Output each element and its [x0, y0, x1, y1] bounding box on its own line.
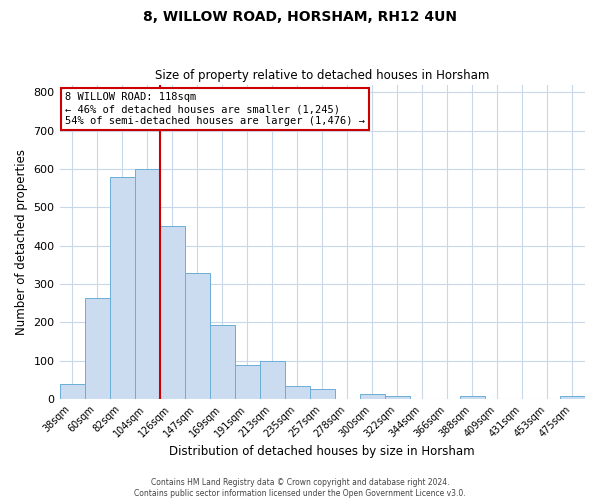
Bar — [85, 298, 110, 399]
Bar — [260, 360, 285, 399]
Bar — [209, 325, 235, 399]
Text: 8 WILLOW ROAD: 118sqm
← 46% of detached houses are smaller (1,245)
54% of semi-d: 8 WILLOW ROAD: 118sqm ← 46% of detached … — [65, 92, 365, 126]
Text: Contains HM Land Registry data © Crown copyright and database right 2024.
Contai: Contains HM Land Registry data © Crown c… — [134, 478, 466, 498]
Bar — [310, 390, 335, 399]
Bar — [235, 366, 260, 399]
Bar — [285, 386, 310, 399]
Y-axis label: Number of detached properties: Number of detached properties — [15, 149, 28, 335]
Text: 8, WILLOW ROAD, HORSHAM, RH12 4UN: 8, WILLOW ROAD, HORSHAM, RH12 4UN — [143, 10, 457, 24]
Bar — [385, 396, 410, 399]
Bar — [460, 396, 485, 399]
Bar — [160, 226, 185, 399]
Bar — [185, 272, 209, 399]
X-axis label: Distribution of detached houses by size in Horsham: Distribution of detached houses by size … — [169, 444, 475, 458]
Bar — [360, 394, 385, 399]
Title: Size of property relative to detached houses in Horsham: Size of property relative to detached ho… — [155, 69, 490, 82]
Bar — [110, 176, 134, 399]
Bar — [560, 396, 585, 399]
Bar — [59, 384, 85, 399]
Bar — [134, 169, 160, 399]
